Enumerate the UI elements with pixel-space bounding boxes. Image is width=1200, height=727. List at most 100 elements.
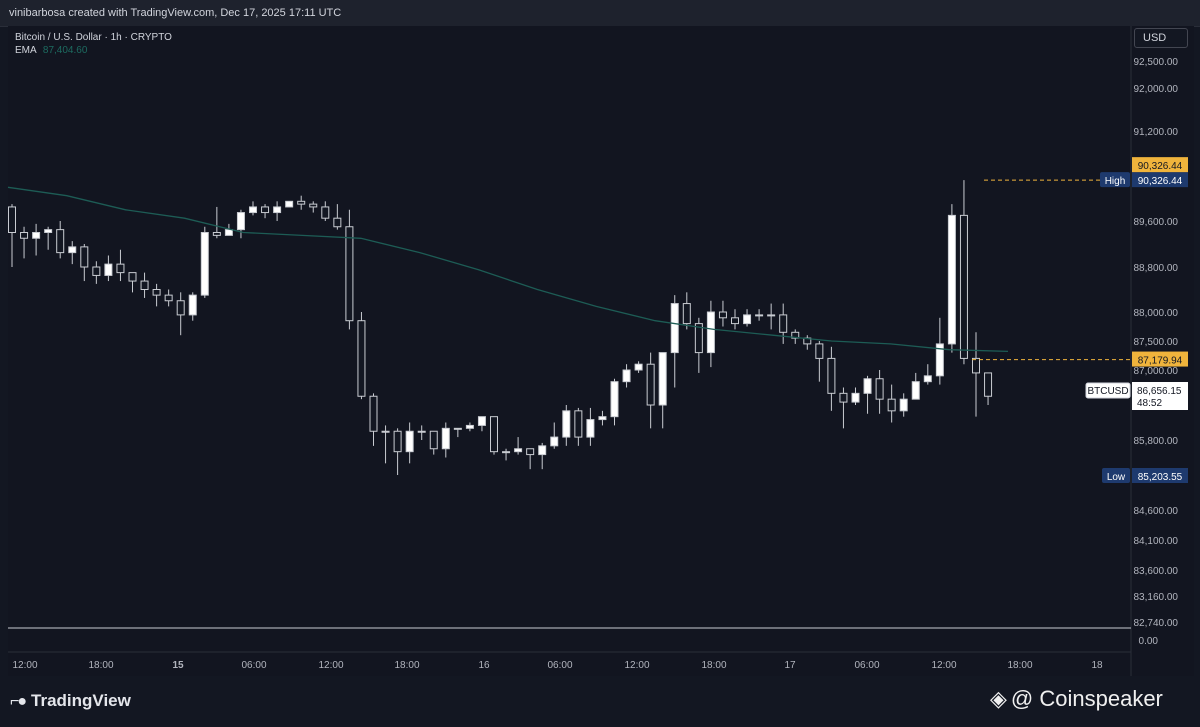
candle-body <box>429 430 438 450</box>
last-marker-bg <box>1132 351 1188 367</box>
x-tick-label: 12:00 <box>931 660 956 671</box>
tradingview-mark-icon: ⌐● <box>10 693 27 710</box>
candle-body <box>176 300 185 316</box>
candle-body <box>417 430 426 433</box>
high-marker: 90,326.44 <box>1138 161 1183 172</box>
x-tick-label: 06:00 <box>241 660 266 671</box>
ema-label: EMA <box>15 45 37 56</box>
candle-body <box>815 343 824 359</box>
y-tick-label-zero: 0.00 <box>1139 636 1159 647</box>
candle-body <box>646 363 655 406</box>
candle-body <box>321 206 330 219</box>
candle-body <box>164 294 173 302</box>
current-price: 86,656.15 <box>1137 386 1182 397</box>
candle-body <box>80 246 89 268</box>
x-tick-label: 18:00 <box>88 660 113 671</box>
symbol-tag: BTCUSD <box>1087 386 1128 397</box>
candle-body <box>261 206 270 214</box>
candle-body <box>285 200 294 208</box>
x-tick-label: 18 <box>1091 660 1103 671</box>
candle-body <box>706 311 715 354</box>
y-tick-label: 83,600.00 <box>1134 566 1179 577</box>
x-tick-label: 15 <box>172 660 184 671</box>
low-tag: Low <box>1107 472 1126 483</box>
y-tick-label: 91,200.00 <box>1134 127 1179 138</box>
candle-body <box>44 229 53 233</box>
candle-body <box>8 206 16 233</box>
candle-body <box>682 303 691 325</box>
y-tick-label: 87,500.00 <box>1134 337 1179 348</box>
x-tick-label: 17 <box>784 660 796 671</box>
candle-body <box>839 392 848 403</box>
x-tick-label: 18:00 <box>701 660 726 671</box>
candle-body <box>249 206 257 214</box>
y-tick-label: 88,800.00 <box>1134 263 1179 274</box>
candle-body <box>116 263 125 274</box>
candle-body <box>140 280 149 290</box>
candle-body <box>598 416 607 421</box>
y-tick-label: 85,800.00 <box>1134 436 1179 447</box>
candle-body <box>309 203 318 208</box>
x-tick-label: 06:00 <box>547 660 572 671</box>
candle-body <box>357 320 366 397</box>
candle-body <box>212 232 221 236</box>
candle-body <box>405 430 414 453</box>
candle-body <box>947 214 956 345</box>
x-tick-label: 12:00 <box>12 660 37 671</box>
candle-body <box>959 214 968 359</box>
candle-body <box>273 206 282 214</box>
candle-body <box>791 331 800 339</box>
candle-body <box>477 416 486 426</box>
low-value: 85,203.55 <box>1138 472 1183 483</box>
x-tick-label: 06:00 <box>854 660 879 671</box>
candle-body <box>200 232 209 296</box>
candle-body <box>369 395 378 432</box>
candle-body <box>586 419 595 438</box>
candle-body <box>345 226 354 322</box>
candle-body <box>755 314 764 317</box>
candle-body <box>56 229 65 254</box>
candle-body <box>32 232 41 239</box>
x-tick-label: 16 <box>478 660 490 671</box>
candle-body <box>779 314 788 333</box>
candle-body <box>743 314 752 325</box>
candle-body <box>514 448 523 453</box>
candle-body <box>718 311 727 319</box>
x-tick-label: 12:00 <box>318 660 343 671</box>
footer <box>0 677 1200 727</box>
candle-body <box>574 410 583 438</box>
tradingview-logo: ⌐● TradingView <box>10 691 131 711</box>
high-value-bg <box>1132 172 1188 188</box>
candle-body <box>767 314 776 317</box>
high-marker-bg <box>1132 157 1188 173</box>
binance-diamond-icon: ◈ <box>990 686 1007 711</box>
candle-body <box>538 445 547 456</box>
candle-body <box>694 323 703 354</box>
candle-body <box>104 263 113 276</box>
candle-body <box>236 212 245 231</box>
chart-legend: Bitcoin / U.S. Dollar · 1h · CRYPTO EMA … <box>15 31 172 57</box>
candle-body <box>887 398 896 412</box>
candle-body <box>731 317 739 325</box>
current-price-bg <box>1132 382 1188 410</box>
y-tick-label: 82,740.00 <box>1134 618 1179 629</box>
tradingview-logo-text: TradingView <box>31 691 131 710</box>
ema-value: 87,404.60 <box>42 45 88 56</box>
candle-body <box>20 232 29 239</box>
candle-body <box>152 289 161 296</box>
y-tick-label: 84,100.00 <box>1134 536 1179 547</box>
candle-body <box>224 229 233 236</box>
candle-body <box>441 427 450 450</box>
ema-line <box>7 186 1009 353</box>
candle-body <box>911 381 920 400</box>
y-tick-label: 89,600.00 <box>1134 217 1179 228</box>
candle-body <box>128 272 137 282</box>
y-tick-label: 92,000.00 <box>1134 84 1179 95</box>
countdown: 48:52 <box>1137 398 1162 409</box>
y-tick-label: 88,000.00 <box>1134 308 1179 319</box>
candle-body <box>381 430 390 433</box>
currency-button[interactable]: USD <box>1134 28 1188 48</box>
candle-body <box>490 416 498 453</box>
symbol-tag-bg <box>1085 382 1131 399</box>
